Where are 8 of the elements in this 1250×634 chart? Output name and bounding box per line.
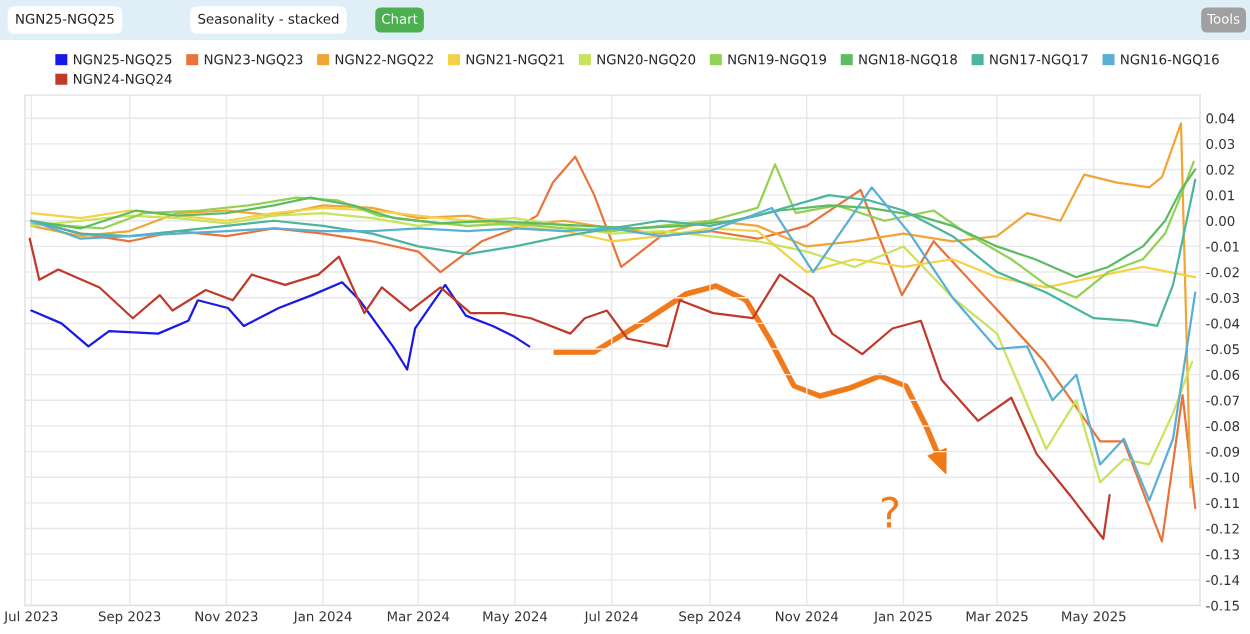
annotation: ?	[881, 496, 899, 528]
line-series	[30, 168, 1197, 279]
line-series	[30, 281, 531, 371]
line-series	[30, 160, 1195, 299]
line-series	[30, 206, 1197, 289]
line-series	[28, 237, 1111, 540]
line-series	[30, 178, 1197, 328]
line-series	[30, 122, 1192, 489]
